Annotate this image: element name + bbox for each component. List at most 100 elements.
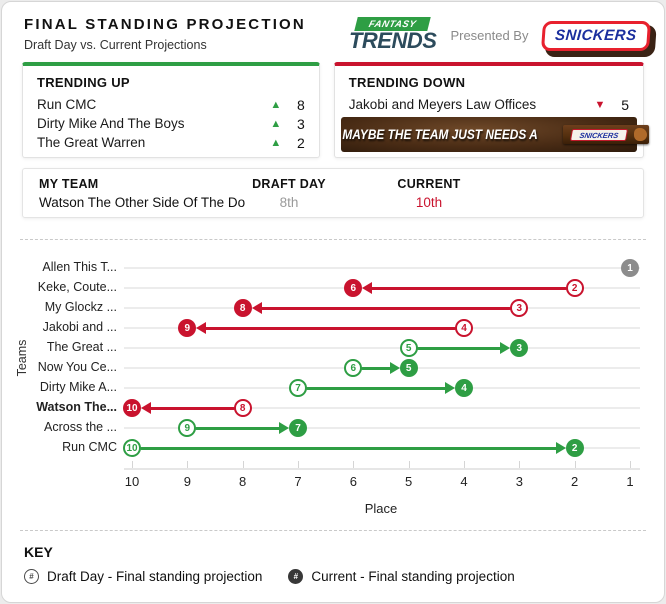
team-name: Jakobi and Meyers Law Offices bbox=[348, 97, 537, 112]
up-triangle-icon: ▲ bbox=[270, 136, 282, 149]
chart-team-label: Jakobi and ... bbox=[42, 320, 117, 334]
up-triangle-icon: ▲ bbox=[270, 98, 282, 111]
current-marker: 6 bbox=[344, 279, 363, 297]
draft-day-value: 8th bbox=[279, 195, 299, 210]
x-axis-tick-label: 8 bbox=[239, 474, 247, 489]
my-team-column: MY TEAM Watson The Other Side Of The Do bbox=[39, 177, 245, 217]
snickers-bar-image: SNICKERS bbox=[562, 125, 649, 144]
key-item: # Draft Day - Final standing projection bbox=[24, 569, 262, 584]
trend-row: The Great Warren ▲ 2 bbox=[37, 133, 305, 152]
current-marker: 7 bbox=[289, 419, 307, 437]
current-marker: 1 bbox=[621, 259, 639, 277]
movement-arrowhead-icon bbox=[445, 382, 455, 394]
change-value: 5 bbox=[621, 96, 629, 113]
snickers-logo[interactable]: SNICKERS bbox=[541, 20, 652, 51]
x-axis-tickmark bbox=[408, 461, 410, 468]
trending-up-title: TRENDING UP bbox=[37, 75, 130, 90]
x-axis-line bbox=[124, 468, 640, 470]
x-axis-tickmark bbox=[574, 461, 576, 468]
x-axis-tick-label: 1 bbox=[626, 474, 634, 489]
trending-down-title: TRENDING DOWN bbox=[348, 75, 466, 90]
change-value: 2 bbox=[297, 134, 305, 151]
page-title: FINAL STANDING PROJECTION bbox=[24, 16, 306, 33]
x-axis-tickmark bbox=[242, 461, 244, 468]
movement-arrowhead-icon bbox=[555, 442, 566, 454]
x-axis-tick-label: 7 bbox=[294, 474, 302, 489]
chart-team-label: Dirty Mike A... bbox=[39, 380, 117, 394]
x-axis-tickmark bbox=[132, 461, 133, 468]
movement-line bbox=[361, 366, 392, 370]
current-marker: 4 bbox=[455, 379, 473, 397]
trend-boxes-row: TRENDING UP Run CMC ▲ 8 Dirty Mike And The … bbox=[22, 62, 649, 158]
trending-down-list: Jakobi and Meyers Law Offices ▼ 5 bbox=[349, 95, 629, 114]
dashed-divider-bottom bbox=[20, 530, 646, 531]
x-axis-tickmark bbox=[519, 461, 521, 468]
current-marker: 3 bbox=[510, 339, 529, 357]
x-axis-tick-label: 2 bbox=[571, 474, 579, 489]
current-marker: 10 bbox=[123, 399, 141, 417]
dashed-divider-top bbox=[20, 239, 646, 240]
header: FINAL STANDING PROJECTION Draft Day vs. … bbox=[2, 2, 664, 62]
x-axis-tick-label: 3 bbox=[515, 474, 523, 489]
my-team-panel: MY TEAM Watson The Other Side Of The Do … bbox=[22, 168, 644, 218]
snickers-wordmark: SNICKERS bbox=[554, 26, 638, 44]
key-items: # Draft Day - Final standing projection # C… bbox=[24, 569, 642, 584]
team-name: Run CMC bbox=[37, 97, 97, 112]
movement-line bbox=[140, 446, 558, 450]
draft-day-label: DRAFT DAY bbox=[252, 177, 326, 191]
change-value: 3 bbox=[297, 115, 305, 132]
chart-team-label: Watson The... bbox=[36, 400, 117, 414]
snickers-ad-banner[interactable]: MAYBE THE TEAM JUST NEEDS A SNICKERS bbox=[340, 117, 649, 152]
draft-day-marker-icon: # bbox=[24, 569, 39, 584]
draft-day-marker: 8 bbox=[233, 399, 252, 417]
draft-day-marker: 2 bbox=[565, 279, 584, 297]
current-marker: 8 bbox=[233, 299, 252, 317]
x-axis-tickmark bbox=[298, 461, 299, 468]
key-title: KEY bbox=[24, 544, 53, 560]
movement-arrowhead-icon bbox=[251, 302, 262, 314]
current-marker: 2 bbox=[565, 439, 584, 457]
x-axis-tickmark bbox=[353, 461, 355, 468]
draft-day-marker: 10 bbox=[123, 439, 141, 457]
x-axis-tick-label: 4 bbox=[460, 474, 468, 489]
x-axis-tickmark bbox=[630, 461, 631, 468]
trends-wordmark: TRENDS bbox=[348, 28, 437, 53]
draft-day-marker: 5 bbox=[399, 339, 418, 357]
movement-line bbox=[149, 406, 235, 410]
movement-line bbox=[259, 306, 512, 310]
team-name: Dirty Mike And The Boys bbox=[37, 116, 185, 131]
chart-team-label: My Glockz ... bbox=[44, 300, 117, 314]
draft-day-column: DRAFT DAY 8th bbox=[229, 177, 349, 217]
title-block: FINAL STANDING PROJECTION Draft Day vs. … bbox=[24, 16, 306, 52]
trend-row: Dirty Mike And The Boys ▲ 3 bbox=[37, 114, 305, 133]
chart-team-label: Run CMC bbox=[62, 440, 117, 454]
chart-team-label: The Great ... bbox=[46, 340, 117, 354]
movement-arrowhead-icon bbox=[141, 402, 151, 414]
draft-day-marker: 6 bbox=[344, 359, 363, 377]
movement-arrowhead-icon bbox=[362, 282, 373, 294]
up-triangle-icon: ▲ bbox=[270, 117, 282, 130]
current-label: CURRENT bbox=[397, 177, 461, 191]
movement-line bbox=[416, 346, 503, 350]
my-team-label: MY TEAM bbox=[39, 177, 99, 191]
page-subtitle: Draft Day vs. Current Projections bbox=[24, 38, 207, 52]
current-value: 10th bbox=[415, 195, 443, 210]
ad-text: MAYBE THE TEAM JUST NEEDS A bbox=[342, 127, 538, 142]
logo-row: FANTASY TRENDS Presented By SNICKERS bbox=[348, 17, 652, 54]
x-axis-tickmark bbox=[464, 461, 465, 468]
x-axis-tick-label: 6 bbox=[349, 474, 357, 489]
current-marker: 5 bbox=[399, 359, 418, 377]
movement-arrowhead-icon bbox=[279, 422, 289, 434]
presented-by-label: Presented By bbox=[450, 28, 529, 43]
current-marker-icon: # bbox=[288, 569, 304, 584]
chart-gridline bbox=[124, 347, 640, 349]
key-item-label: Current - Final standing projection bbox=[311, 569, 515, 584]
chart-gridline bbox=[124, 407, 640, 409]
movement-arrowhead-icon bbox=[389, 362, 400, 374]
chart-team-label: Keke, Coute... bbox=[37, 280, 117, 294]
draft-day-marker: 4 bbox=[455, 319, 473, 337]
x-axis-tick-label: 5 bbox=[405, 474, 413, 489]
fantasy-trends-logo: FANTASY TRENDS bbox=[348, 17, 437, 54]
draft-day-marker: 3 bbox=[510, 299, 529, 317]
